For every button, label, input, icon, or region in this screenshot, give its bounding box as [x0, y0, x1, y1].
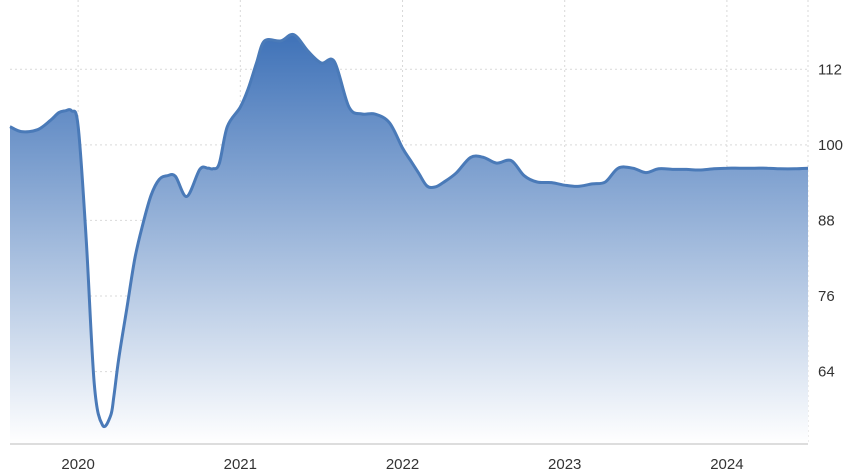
series-area: [10, 34, 808, 444]
x-axis-ticks: 2020 2021 2022 2023 2024: [61, 456, 743, 473]
y-tick-label: 100: [818, 137, 843, 154]
series-line: [9, 32, 809, 429]
y-axis-ticks: 64 76 88 100 112: [818, 61, 843, 380]
x-tick-label: 2024: [710, 456, 743, 473]
y-tick-label: 88: [818, 212, 835, 229]
x-tick-label: 2020: [61, 456, 94, 473]
x-tick-label: 2023: [548, 456, 581, 473]
y-tick-label: 76: [818, 288, 835, 305]
y-tick-label: 112: [818, 61, 842, 78]
x-tick-label: 2022: [386, 456, 419, 473]
y-tick-label: 64: [818, 364, 835, 381]
x-tick-label: 2021: [224, 456, 257, 473]
